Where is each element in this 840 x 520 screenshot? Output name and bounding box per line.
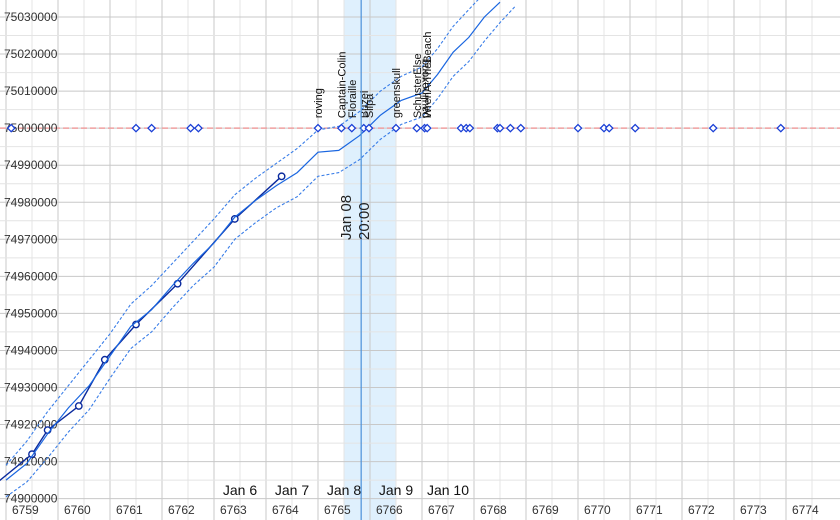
y-tick-label: 74980000 bbox=[4, 195, 58, 209]
x-tick-label: 6770 bbox=[584, 503, 611, 517]
milestone-marker bbox=[347, 123, 357, 133]
observed-point bbox=[230, 215, 239, 223]
x-tick-label: 6765 bbox=[324, 503, 351, 517]
milestone-marker bbox=[391, 123, 401, 133]
x-tick-label: 6763 bbox=[220, 503, 247, 517]
x-tick-label: 6774 bbox=[792, 503, 819, 517]
milestone-marker bbox=[604, 123, 614, 133]
milestone-marker bbox=[422, 123, 432, 133]
x-tick-label: 6766 bbox=[376, 503, 403, 517]
x-tick-label: 6772 bbox=[688, 503, 715, 517]
y-tick-label: 74970000 bbox=[4, 232, 58, 246]
series-line-observed bbox=[0, 175, 283, 482]
milestone-label: roving bbox=[313, 88, 325, 118]
x-tick-label: 6771 bbox=[636, 503, 663, 517]
observed-point bbox=[74, 402, 83, 410]
milestone-label: Silpa bbox=[364, 93, 376, 118]
milestone-marker bbox=[313, 123, 323, 133]
milestone-marker bbox=[336, 123, 346, 133]
x-tick-label: 6773 bbox=[740, 503, 767, 517]
x-tick-label: 6764 bbox=[272, 503, 299, 517]
milestone-marker bbox=[364, 123, 374, 133]
milestone-marker bbox=[186, 123, 196, 133]
x-tick-label: 6767 bbox=[428, 503, 455, 517]
y-tick-label: 74930000 bbox=[4, 381, 58, 395]
x-tick-label: 6768 bbox=[480, 503, 507, 517]
y-tick-label: 75020000 bbox=[4, 47, 58, 61]
milestone-marker bbox=[708, 123, 718, 133]
x-tick-label: 6769 bbox=[532, 503, 559, 517]
date-label: Jan 9 bbox=[379, 482, 413, 498]
milestone-marker bbox=[465, 123, 475, 133]
date-label: Jan 10 bbox=[427, 482, 469, 498]
y-tick-label: 74950000 bbox=[4, 306, 58, 320]
y-tick-label: 74990000 bbox=[4, 158, 58, 172]
milestone-marker bbox=[505, 123, 515, 133]
cursor-label: 20:00 bbox=[356, 202, 373, 240]
date-label: Jan 8 bbox=[327, 482, 361, 498]
milestone-marker bbox=[147, 123, 157, 133]
observed-point bbox=[28, 450, 36, 459]
milestone-marker bbox=[516, 123, 526, 133]
cursor-label: Jan 08 bbox=[338, 195, 355, 240]
series-line-trend bbox=[5, 1, 501, 481]
y-tick-label: 75010000 bbox=[4, 84, 58, 98]
milestone-label: paulinexong bbox=[420, 59, 432, 118]
date-label: Jan 6 bbox=[223, 482, 257, 498]
y-tick-label: 74910000 bbox=[4, 455, 58, 469]
y-tick-label: 74900000 bbox=[4, 492, 58, 506]
x-tick-label: 6759 bbox=[12, 503, 39, 517]
milestone-marker bbox=[131, 123, 141, 133]
milestone-label: Floraille bbox=[347, 80, 359, 119]
x-tick-label: 6760 bbox=[64, 503, 91, 517]
milestone-marker bbox=[412, 123, 422, 133]
y-tick-label: 74960000 bbox=[4, 269, 58, 283]
y-tick-label: 75000000 bbox=[4, 121, 58, 135]
observed-point bbox=[173, 279, 182, 288]
milestone-label: SchusterElse bbox=[412, 53, 424, 118]
y-tick-label: 74940000 bbox=[4, 343, 58, 357]
series-line-lower-band bbox=[5, 5, 517, 498]
milestone-label: greenskull bbox=[391, 68, 403, 118]
milestone-marker bbox=[495, 123, 505, 133]
milestone-marker bbox=[193, 123, 203, 133]
milestone-marker bbox=[6, 123, 16, 133]
x-tick-label: 6762 bbox=[168, 503, 195, 517]
observed-point bbox=[277, 172, 286, 181]
milestone-marker bbox=[776, 123, 786, 133]
date-label: Jan 7 bbox=[275, 482, 309, 498]
x-tick-label: 6761 bbox=[116, 503, 143, 517]
y-tick-label: 75030000 bbox=[4, 10, 58, 24]
milestone-marker bbox=[630, 123, 640, 133]
milestone-label: WrenAtTheBeach bbox=[422, 32, 434, 119]
milestone-label: Captain-Colin bbox=[336, 51, 348, 118]
milestone-marker bbox=[573, 123, 583, 133]
series-line-upper-band bbox=[5, 0, 479, 466]
